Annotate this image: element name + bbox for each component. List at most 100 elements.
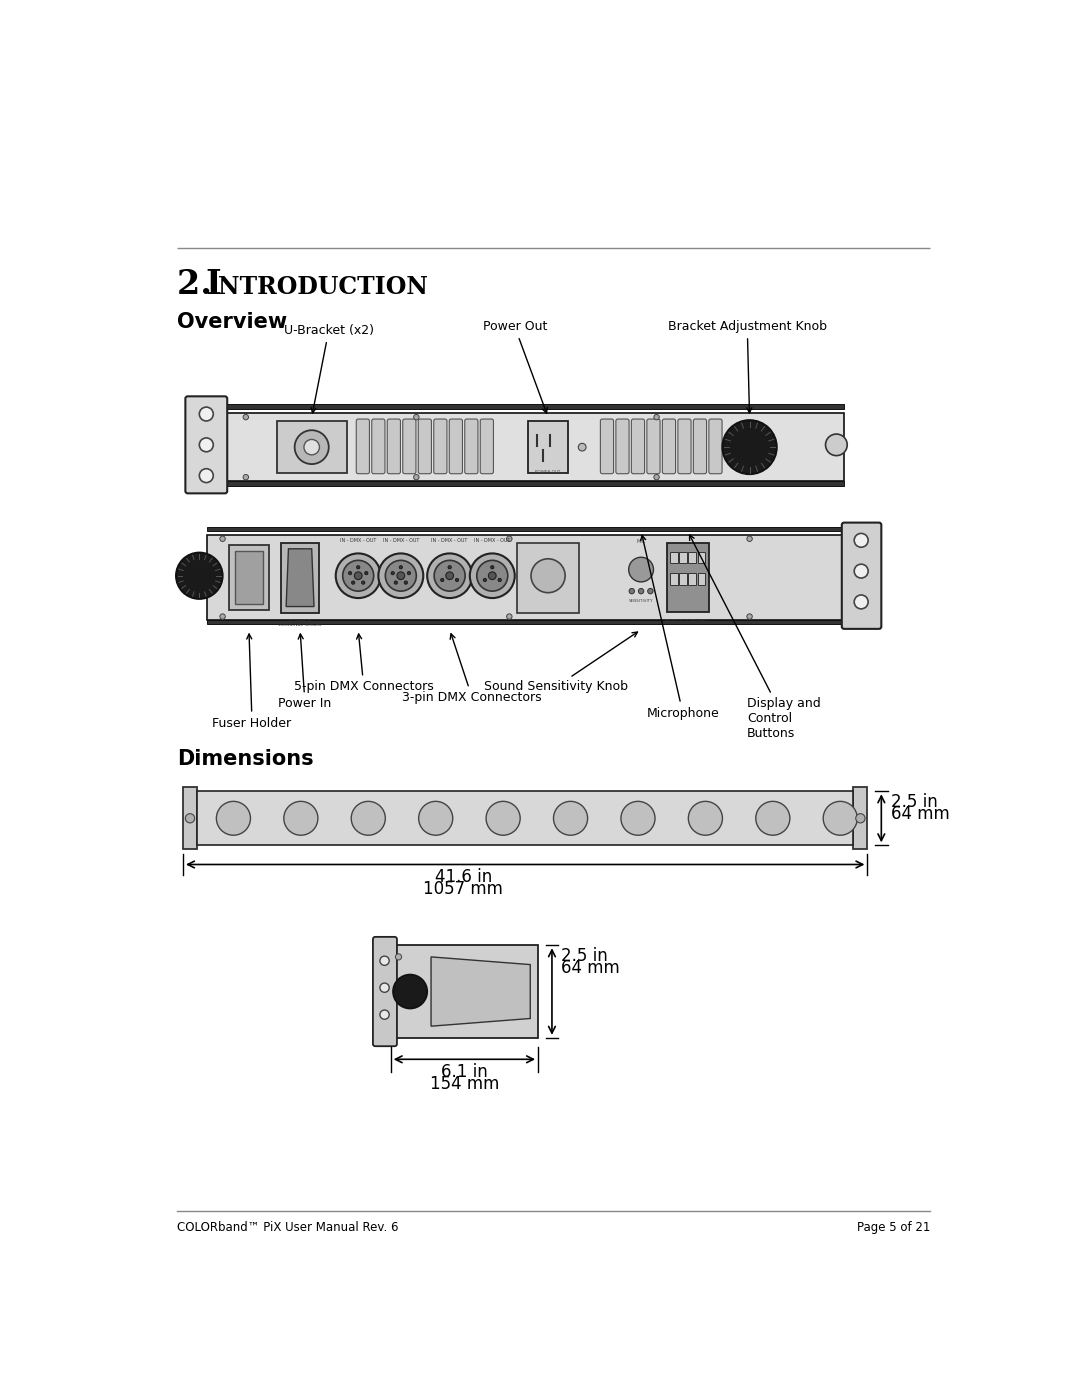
- Text: POWER IN
100-240VAC 50/60Hz: POWER IN 100-240VAC 50/60Hz: [279, 619, 322, 627]
- Circle shape: [351, 802, 386, 835]
- Circle shape: [380, 956, 389, 965]
- Circle shape: [747, 613, 753, 619]
- Circle shape: [176, 553, 222, 599]
- Text: Power In: Power In: [279, 634, 332, 711]
- FancyBboxPatch shape: [464, 419, 478, 474]
- Bar: [222, 481, 845, 486]
- Bar: [670, 552, 677, 563]
- Text: MIC: MIC: [636, 539, 646, 543]
- Circle shape: [756, 802, 789, 835]
- Bar: [679, 573, 687, 585]
- FancyBboxPatch shape: [647, 419, 660, 474]
- Text: Sound Sensitivity Knob: Sound Sensitivity Knob: [484, 631, 637, 693]
- Circle shape: [434, 560, 465, 591]
- Circle shape: [380, 983, 389, 992]
- Circle shape: [456, 578, 459, 581]
- Circle shape: [220, 536, 226, 542]
- Circle shape: [243, 475, 248, 481]
- Circle shape: [855, 813, 865, 823]
- Circle shape: [441, 578, 444, 581]
- Polygon shape: [431, 957, 530, 1027]
- Circle shape: [638, 588, 644, 594]
- Circle shape: [531, 559, 565, 592]
- FancyBboxPatch shape: [403, 419, 416, 474]
- Circle shape: [507, 613, 512, 619]
- FancyBboxPatch shape: [418, 419, 431, 474]
- Text: Bracket Adjustment Knob: Bracket Adjustment Knob: [667, 320, 827, 412]
- FancyBboxPatch shape: [708, 419, 723, 474]
- Circle shape: [653, 415, 659, 420]
- Text: 2.5 in: 2.5 in: [891, 793, 937, 810]
- Circle shape: [220, 613, 226, 619]
- Text: MENU UP DOWN MAST: MENU UP DOWN MAST: [665, 619, 710, 623]
- Circle shape: [629, 588, 634, 594]
- Circle shape: [486, 802, 521, 835]
- Circle shape: [362, 581, 365, 584]
- Circle shape: [854, 534, 868, 548]
- Circle shape: [393, 975, 428, 1009]
- Bar: [698, 552, 705, 563]
- Circle shape: [407, 571, 410, 574]
- Circle shape: [397, 571, 405, 580]
- Text: 41.6 in: 41.6 in: [434, 869, 491, 886]
- Bar: [235, 550, 262, 605]
- FancyBboxPatch shape: [186, 397, 227, 493]
- Circle shape: [747, 536, 753, 542]
- Bar: [517, 542, 579, 613]
- Text: IN - DMX - OUT: IN - DMX - OUT: [432, 538, 468, 543]
- FancyBboxPatch shape: [600, 419, 613, 474]
- Bar: [688, 573, 697, 585]
- Circle shape: [295, 430, 328, 464]
- FancyBboxPatch shape: [693, 419, 706, 474]
- Circle shape: [470, 553, 515, 598]
- Circle shape: [378, 553, 423, 598]
- Circle shape: [351, 581, 355, 584]
- Circle shape: [414, 415, 419, 420]
- Circle shape: [498, 578, 501, 581]
- Circle shape: [200, 407, 213, 420]
- Text: IN - DMX - OUT: IN - DMX - OUT: [382, 538, 419, 543]
- Circle shape: [825, 434, 847, 455]
- Text: IN - DMX - OUT: IN - DMX - OUT: [340, 538, 377, 543]
- Circle shape: [404, 581, 407, 584]
- Text: 3-pin DMX Connectors: 3-pin DMX Connectors: [403, 634, 542, 704]
- Circle shape: [200, 469, 213, 482]
- Circle shape: [554, 802, 588, 835]
- Circle shape: [653, 475, 659, 481]
- FancyBboxPatch shape: [372, 419, 384, 474]
- Bar: [391, 946, 538, 1038]
- Circle shape: [823, 802, 858, 835]
- Text: 5-pin DMX Connectors: 5-pin DMX Connectors: [294, 634, 434, 693]
- Circle shape: [354, 571, 362, 580]
- Circle shape: [428, 553, 472, 598]
- Circle shape: [490, 566, 494, 569]
- Text: POWER OUT: POWER OUT: [536, 471, 561, 474]
- Bar: [197, 791, 853, 845]
- Circle shape: [342, 560, 374, 591]
- Bar: [853, 788, 867, 849]
- Circle shape: [243, 415, 248, 420]
- Text: Fuser Holder: Fuser Holder: [213, 634, 292, 729]
- Text: 2.5 in: 2.5 in: [562, 947, 608, 965]
- Text: 64 mm: 64 mm: [891, 805, 949, 823]
- Bar: [207, 535, 841, 620]
- Circle shape: [854, 595, 868, 609]
- Text: Overview: Overview: [177, 313, 287, 332]
- FancyBboxPatch shape: [434, 419, 447, 474]
- Circle shape: [448, 566, 451, 569]
- Circle shape: [414, 475, 419, 481]
- Bar: [229, 545, 269, 610]
- Circle shape: [336, 553, 380, 598]
- Circle shape: [216, 802, 251, 835]
- Circle shape: [419, 802, 453, 835]
- Bar: [276, 420, 347, 474]
- Text: Power Out: Power Out: [483, 320, 548, 414]
- Polygon shape: [286, 549, 314, 606]
- Circle shape: [356, 566, 360, 569]
- Bar: [670, 573, 677, 585]
- Text: NTRODUCTION: NTRODUCTION: [218, 275, 428, 299]
- Bar: [528, 420, 568, 474]
- Text: U-Bracket (x2): U-Bracket (x2): [284, 324, 374, 414]
- Bar: [688, 552, 697, 563]
- FancyBboxPatch shape: [388, 419, 401, 474]
